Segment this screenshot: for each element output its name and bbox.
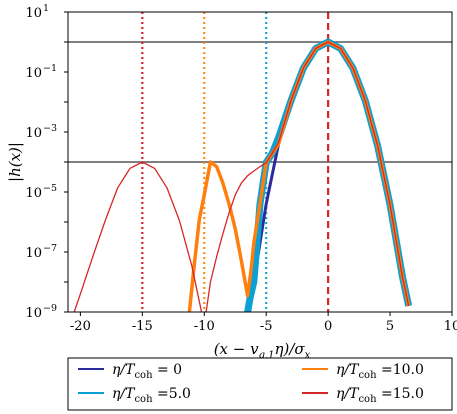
y-tick-exponent: −9: [43, 303, 57, 314]
series-line-3: [73, 41, 410, 312]
x-axis: -20 -15 -10 -5 0 5 10: [70, 312, 457, 334]
legend-frame: [67, 357, 453, 411]
y-axis-label: |h(x)|: [6, 142, 24, 182]
y-tick-label: 10: [25, 186, 42, 201]
x-tick-label: -10: [194, 319, 215, 334]
legend-item: η/Tcoh =10.0: [302, 362, 424, 381]
y-tick-exponent: 1: [43, 3, 49, 14]
y-tick-exponent: −7: [43, 243, 57, 254]
x-tick-label: -5: [260, 319, 273, 334]
y-tick-exponent: −1: [43, 63, 57, 74]
x-tick-label: -20: [70, 319, 91, 334]
y-tick-label: 10: [25, 6, 42, 21]
y-tick-exponent: −3: [43, 123, 57, 134]
x-tick-label: 10: [444, 319, 457, 334]
series-line-2: [187, 40, 411, 312]
legend-item: η/Tcoh =5.0: [78, 386, 191, 405]
legend-item: η/Tcoh = 0: [78, 362, 182, 381]
legend-label: η/Tcoh =15.0: [336, 386, 424, 405]
x-axis-label: (x − vg,1η)/σx: [214, 340, 311, 361]
x-tick-label: -15: [132, 319, 153, 334]
y-tick-exponent: −5: [43, 183, 57, 194]
legend-item: η/Tcoh =15.0: [302, 386, 424, 405]
legend-label: η/Tcoh =10.0: [336, 362, 424, 381]
y-tick-label: 10: [25, 66, 42, 81]
y-tick-label: 10: [25, 306, 42, 321]
legend-label: η/Tcoh =5.0: [112, 386, 191, 405]
y-tick-label: 10: [25, 246, 42, 261]
y-tick-label: 10: [25, 126, 42, 141]
legend: η/Tcoh = 0 η/Tcoh =5.0 η/Tcoh =10.0 η/Tcoh …: [67, 357, 453, 411]
reference-lines: [68, 12, 452, 312]
legend-label: η/Tcoh = 0: [112, 362, 182, 381]
series-layer: [73, 38, 413, 312]
x-tick-label: 5: [386, 319, 394, 334]
x-tick-label: 0: [324, 319, 332, 334]
